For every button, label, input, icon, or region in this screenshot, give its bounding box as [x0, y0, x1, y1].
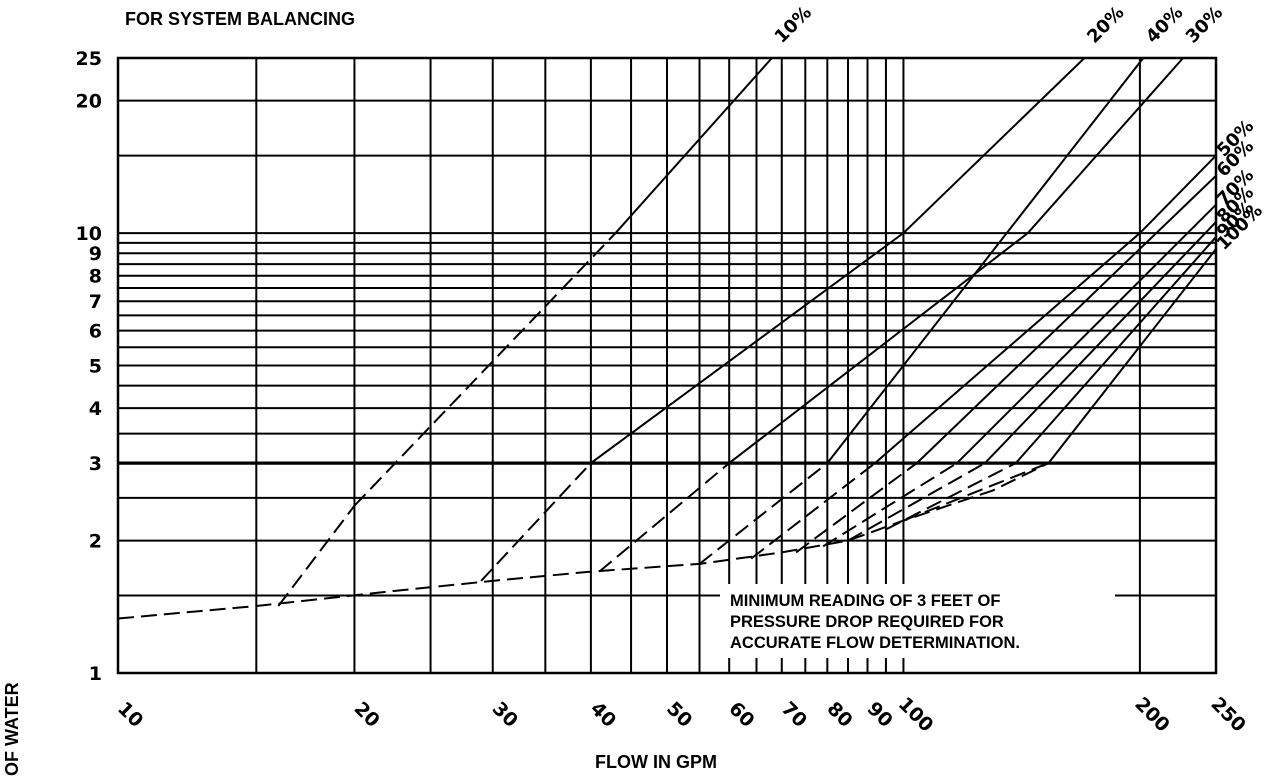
- percent-label: 10%: [771, 2, 816, 47]
- y-tick-label: 2: [89, 531, 102, 553]
- series-lines: [277, 57, 1217, 607]
- x-tick-group: 30: [488, 698, 522, 732]
- x-tick-label: 10: [113, 698, 147, 732]
- y-tick-label: 1: [89, 663, 102, 685]
- x-tick-group: 90: [863, 698, 897, 732]
- y-tick-label: 9: [89, 243, 102, 265]
- series-line-10pct: [614, 57, 773, 234]
- x-tick-label: 40: [586, 698, 620, 732]
- series-line-70pct: [822, 462, 958, 548]
- annotation-line-1: MINIMUM READING OF 3 FEET OF: [730, 592, 1000, 610]
- y-tick-label: 4: [89, 398, 102, 420]
- x-tick-group: 20: [350, 698, 384, 732]
- x-tick-label: 50: [662, 698, 696, 732]
- x-tick-label: 20: [350, 698, 384, 732]
- minimum-curve-line: [117, 462, 1049, 620]
- x-tick-group: 50: [662, 698, 696, 732]
- x-tick-label: 60: [724, 698, 758, 732]
- plot-frame: [116, 56, 1218, 675]
- chart-title: FOR SYSTEM BALANCING: [125, 9, 355, 29]
- series-line-30pct: [598, 462, 730, 573]
- x-tick-group: 70: [777, 698, 811, 732]
- x-tick-label: 100: [894, 693, 938, 737]
- x-tick-group: 100: [894, 693, 938, 737]
- series-line-100pct: [903, 462, 1049, 522]
- percent-label: 30%: [1182, 2, 1227, 47]
- series-line-60pct: [916, 175, 1217, 464]
- series-line-50pct: [750, 462, 876, 560]
- series-line-30pct: [1027, 57, 1184, 234]
- series-line-90pct: [1015, 236, 1217, 464]
- x-tick-group: 200: [1130, 693, 1174, 737]
- series-line-10pct: [277, 505, 356, 607]
- y-tick-label: 25: [76, 48, 102, 70]
- y-tick-label: 7: [89, 291, 102, 313]
- percent-label: 20%: [1083, 2, 1128, 47]
- y-axis-label: OF WATER: [2, 682, 22, 776]
- series-line-40pct: [698, 462, 828, 565]
- series-line-80pct: [984, 221, 1217, 464]
- y-tick-label: 8: [89, 266, 102, 288]
- x-tick-label: 90: [863, 698, 897, 732]
- y-tick-label: 5: [89, 356, 102, 378]
- x-tick-group: 60: [724, 698, 758, 732]
- x-axis-label: FLOW IN GPM: [595, 752, 717, 772]
- series-line-20pct: [902, 57, 1086, 234]
- series-line-40pct: [826, 57, 1145, 464]
- x-tick-label: 200: [1130, 693, 1174, 737]
- y-tick-label: 6: [89, 321, 102, 343]
- series-line-50pct: [1139, 154, 1217, 234]
- series-line-70pct: [956, 204, 1217, 464]
- annotation-line-3: ACCURATE FLOW DETERMINATION.: [730, 634, 1020, 652]
- series-line-20pct: [480, 462, 592, 582]
- x-tick-label: 250: [1206, 693, 1250, 737]
- series-line-10pct: [353, 232, 617, 507]
- y-tick-label: 20: [76, 91, 102, 113]
- series-line-60pct: [795, 462, 918, 554]
- y-tick-label: 10: [76, 223, 102, 245]
- x-tick-group: 40: [586, 698, 620, 732]
- annotation-line-2: PRESSURE DROP REQUIRED FOR: [730, 613, 1004, 631]
- series-line-20pct: [590, 232, 905, 464]
- grid: [118, 58, 1216, 673]
- series-line-50pct: [874, 232, 1141, 464]
- annotation-bg: [720, 584, 1115, 658]
- x-tick-group: 80: [822, 698, 856, 732]
- x-tick-group: 10: [113, 698, 147, 732]
- x-tick-label: 70: [777, 698, 811, 732]
- series-line-80pct: [847, 462, 986, 542]
- x-tick-label: 30: [488, 698, 522, 732]
- y-tick-label: 3: [89, 453, 102, 475]
- minimum-reading-curve: [117, 462, 1049, 620]
- x-tick-group: 250: [1206, 693, 1250, 737]
- x-tick-label: 80: [822, 698, 856, 732]
- series-line-100pct: [1047, 248, 1217, 464]
- percent-label: 40%: [1142, 2, 1187, 47]
